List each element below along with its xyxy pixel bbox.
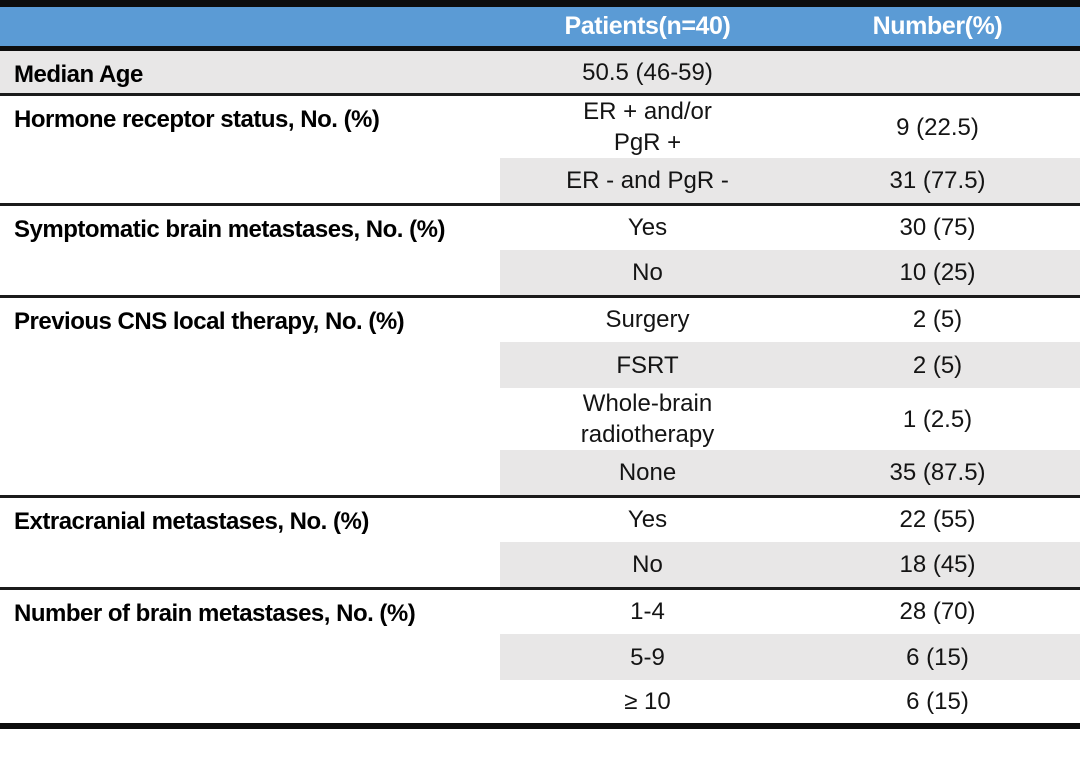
- number-value: 1 (2.5): [902, 405, 973, 433]
- number-value: 35 (87.5): [795, 450, 1080, 496]
- table-row: Symptomatic brain metastases, No. (%) Yes…: [0, 202, 1080, 296]
- table-row: ≥ 10 6 (15): [0, 680, 1080, 726]
- table-row: Previous CNS local therapy, No. (%) Surge…: [0, 294, 1080, 496]
- patients-value: Surgery: [500, 294, 795, 342]
- table-row: Hormone receptor status, No. (%) ER + and…: [0, 93, 1080, 204]
- patients-value: None: [500, 450, 795, 496]
- header-cell-characteristic: [0, 3, 500, 51]
- table-row: Median Age 50.5 (46-59): [0, 48, 1080, 95]
- number-value: 28 (70): [795, 586, 1080, 634]
- header-cell-number: Number(%): [795, 3, 1080, 51]
- table-body: Median Age 50.5 (46-59) Hormone receptor s…: [0, 48, 1080, 726]
- patients-value: FSRT: [500, 342, 795, 388]
- header-cell-patients: Patients(n=40): [500, 3, 795, 51]
- patients-value: Whole-brain radiotherapy: [580, 390, 715, 448]
- section-label: Extracranial metastases, No. (%): [0, 494, 500, 588]
- section-label: Number of brain metastases, No. (%): [0, 586, 500, 726]
- patients-value: Yes: [500, 202, 795, 250]
- number-value: 10 (25): [795, 250, 1080, 296]
- number-value: 18 (45): [795, 542, 1080, 588]
- number-value: 31 (77.5): [795, 158, 1080, 204]
- patients-value: ER - and PgR -: [500, 158, 795, 204]
- section-label: Symptomatic brain metastases, No. (%): [0, 202, 500, 296]
- patients-value: No: [500, 250, 795, 296]
- table-row: 5-9 6 (15): [0, 634, 1080, 680]
- number-value: 22 (55): [795, 494, 1080, 542]
- number-value: [795, 48, 1080, 95]
- table-row: Number of brain metastases, No. (%) 1-4 28…: [0, 586, 1080, 726]
- number-value: 2 (5): [795, 294, 1080, 342]
- section-label: Hormone receptor status, No. (%): [0, 93, 500, 204]
- table-row: None 35 (87.5): [0, 450, 1080, 496]
- number-value: 6 (15): [906, 688, 969, 715]
- table-header: Patients(n=40) Number(%): [0, 3, 1080, 51]
- table-row: ER - and PgR -31 (77.5): [0, 158, 1080, 204]
- patients-value: 1-4: [500, 586, 795, 634]
- patients-value: Yes: [500, 494, 795, 542]
- number-value: 9 (22.5): [795, 93, 1080, 158]
- number-value: 2 (5): [795, 342, 1080, 388]
- table-row: No 10 (25): [0, 250, 1080, 296]
- header-row: Patients(n=40) Number(%): [0, 3, 1080, 51]
- patient-characteristics-table: Patients(n=40) Number(%) Median Age 50.5 …: [0, 0, 1080, 729]
- patients-value: 50.5 (46-59): [500, 48, 795, 95]
- table-row: No 18 (45): [0, 542, 1080, 588]
- section-label: Previous CNS local therapy, No. (%): [0, 294, 500, 496]
- section-label: Median Age: [0, 48, 500, 95]
- table-row: FSRT 2 (5): [0, 342, 1080, 388]
- number-value: 6 (15): [795, 634, 1080, 680]
- patients-value: No: [500, 542, 795, 588]
- patients-value: 5-9: [500, 634, 795, 680]
- table-row: Whole-brain radiotherapy 1 (2.5): [0, 388, 1080, 450]
- patients-value: ER + and/or PgR +: [500, 93, 795, 158]
- table-row: Extracranial metastases, No. (%) Yes 22 (5…: [0, 494, 1080, 588]
- number-value: 30 (75): [795, 202, 1080, 250]
- patients-value: ≥ 10: [624, 688, 671, 715]
